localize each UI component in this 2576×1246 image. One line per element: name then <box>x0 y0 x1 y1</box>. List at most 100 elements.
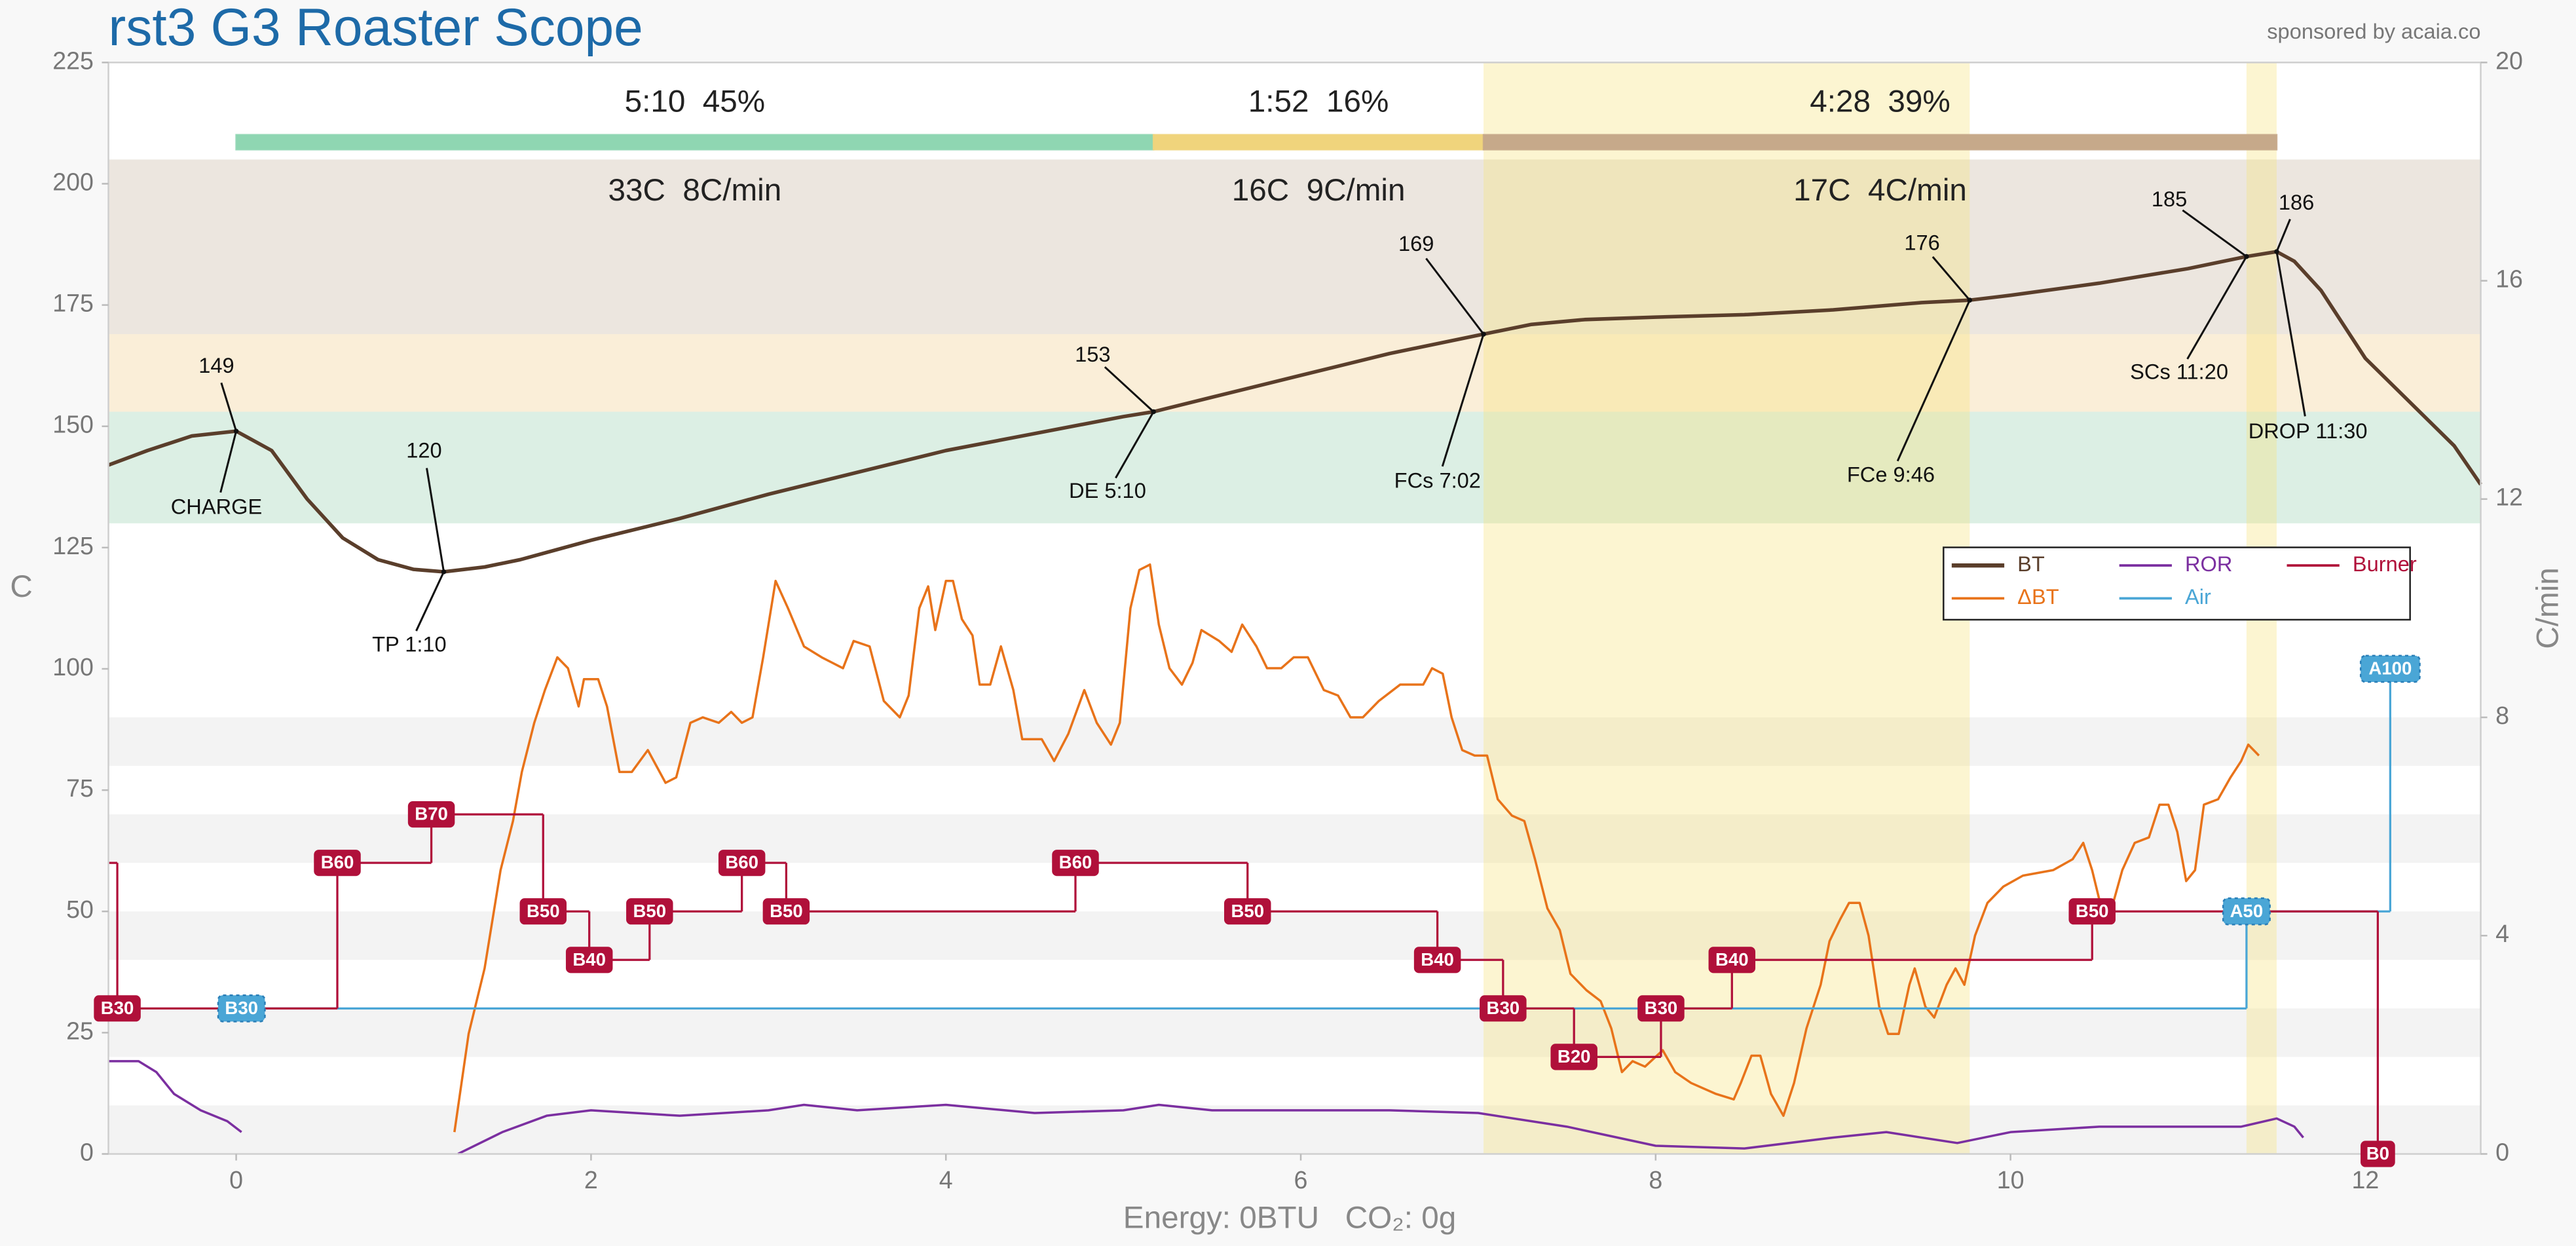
legend-box <box>1943 546 2411 621</box>
series-line <box>108 1060 2304 1156</box>
y-tick-label: 25 <box>66 1017 94 1044</box>
x-tick-label: 2 <box>584 1166 598 1194</box>
step-label-box <box>762 898 810 925</box>
event-label: SCs 11:20 <box>2130 359 2228 383</box>
y-tick-label: 150 <box>52 411 94 438</box>
step-label: B30 <box>1645 998 1678 1018</box>
step-label: B20 <box>1558 1046 1591 1067</box>
y-tick-label: 0 <box>80 1138 94 1165</box>
event-value: 186 <box>2279 190 2314 214</box>
event-value: 120 <box>406 438 441 462</box>
series-line <box>453 563 2260 1133</box>
event-leader <box>415 571 445 632</box>
event-value: 149 <box>198 353 234 377</box>
step-label-box <box>1550 1044 1597 1070</box>
legend-label: Air <box>2185 584 2211 609</box>
step-label-box <box>626 898 673 925</box>
event-label: TP 1:10 <box>372 632 447 656</box>
y2-tick-label: 20 <box>2495 47 2523 74</box>
event-leader <box>1115 411 1155 479</box>
x-tick-label: 12 <box>2352 1166 2380 1194</box>
y-tick-label: 125 <box>52 532 94 559</box>
event-value: 176 <box>1904 230 1939 254</box>
background-layer <box>108 62 2481 1154</box>
legend-label: ROR <box>2185 552 2232 576</box>
x-tick-label: 10 <box>1997 1166 2025 1194</box>
event-leader <box>2275 251 2306 417</box>
phase-stats: 33C 8C/min <box>608 173 781 208</box>
band <box>108 814 2481 863</box>
x-tick-label: 4 <box>939 1166 953 1194</box>
step-label: B60 <box>1059 852 1092 873</box>
phase-bar <box>235 134 1155 151</box>
step-label: B30 <box>225 998 258 1018</box>
event-label: DROP 11:30 <box>2249 419 2368 443</box>
y-tick-label: 175 <box>52 290 94 317</box>
phase-label: 5:10 45% <box>625 85 766 119</box>
step-label-box <box>565 947 613 973</box>
event-value: 169 <box>1398 231 1434 255</box>
step-label-box <box>2068 898 2116 925</box>
x-tick-label: 6 <box>1294 1166 1308 1194</box>
step-label-box <box>519 898 567 925</box>
step-label: B50 <box>2076 901 2109 921</box>
step-label-box <box>407 801 455 828</box>
legend-label: Burner <box>2353 552 2417 576</box>
step-label: B60 <box>321 852 354 873</box>
chart-subtitle: sponsored by acaia.co <box>2267 19 2480 43</box>
event-leader <box>220 382 238 432</box>
step-label-box <box>2361 1141 2395 1167</box>
event-label: FCe 9:46 <box>1847 462 1935 486</box>
step-label: B40 <box>572 949 606 970</box>
y-tick-label: 200 <box>52 168 94 195</box>
x-tick-label: 0 <box>229 1166 243 1194</box>
step-label: B40 <box>1715 949 1749 970</box>
y2-tick-label: 12 <box>2495 483 2523 511</box>
phase-stats: 17C 4C/min <box>1793 173 1967 208</box>
step-label: B50 <box>633 901 667 921</box>
step-label: B30 <box>101 998 134 1018</box>
event-label: FCs 7:02 <box>1394 468 1481 492</box>
chart-title: rst3 G3 Roaster Scope <box>109 0 643 57</box>
phase-bar <box>1482 134 2278 151</box>
step-label: B60 <box>725 852 758 873</box>
step-label-box <box>1708 947 1756 973</box>
step-label: A50 <box>2230 901 2264 921</box>
event-value: 185 <box>2152 187 2187 211</box>
event-leader <box>219 430 238 493</box>
step-label-box <box>314 850 361 877</box>
step-label: B50 <box>770 901 803 921</box>
step-label: B40 <box>1421 949 1454 970</box>
event-leader <box>1896 299 1971 462</box>
band <box>108 911 2481 960</box>
band <box>108 1105 2481 1154</box>
step-label: B70 <box>415 804 448 824</box>
step-label: A100 <box>2368 658 2412 679</box>
y2-tick-label: 0 <box>2495 1138 2509 1165</box>
step-label-box <box>718 850 766 877</box>
step-label: B50 <box>527 901 560 921</box>
event-leader <box>2275 218 2291 252</box>
band <box>108 334 2481 412</box>
phase-label: 4:28 39% <box>1810 85 1951 119</box>
step-label-box <box>217 994 266 1023</box>
legend-label: BT <box>2017 552 2045 576</box>
step-label: B30 <box>1487 998 1520 1018</box>
x-axis-label: Energy: 0BTU CO₂: 0g <box>1123 1200 1456 1235</box>
y-tick-label: 100 <box>52 653 94 681</box>
phase-highlight <box>1484 62 1970 1154</box>
step-label-box <box>1480 995 1527 1022</box>
event-leader <box>2182 209 2247 257</box>
band <box>108 1008 2481 1057</box>
band <box>108 411 2481 523</box>
y-tick-label: 225 <box>52 47 94 74</box>
y-tick-label: 50 <box>66 896 94 923</box>
legend-label: ΔBT <box>2017 584 2059 609</box>
y2-tick-label: 16 <box>2495 265 2523 293</box>
x-tick-label: 8 <box>1649 1166 1662 1194</box>
step-label: B0 <box>2366 1143 2389 1163</box>
y2-tick-label: 4 <box>2495 920 2509 947</box>
phase-label: 1:52 16% <box>1248 85 1389 119</box>
event-label: CHARGE <box>171 495 262 519</box>
